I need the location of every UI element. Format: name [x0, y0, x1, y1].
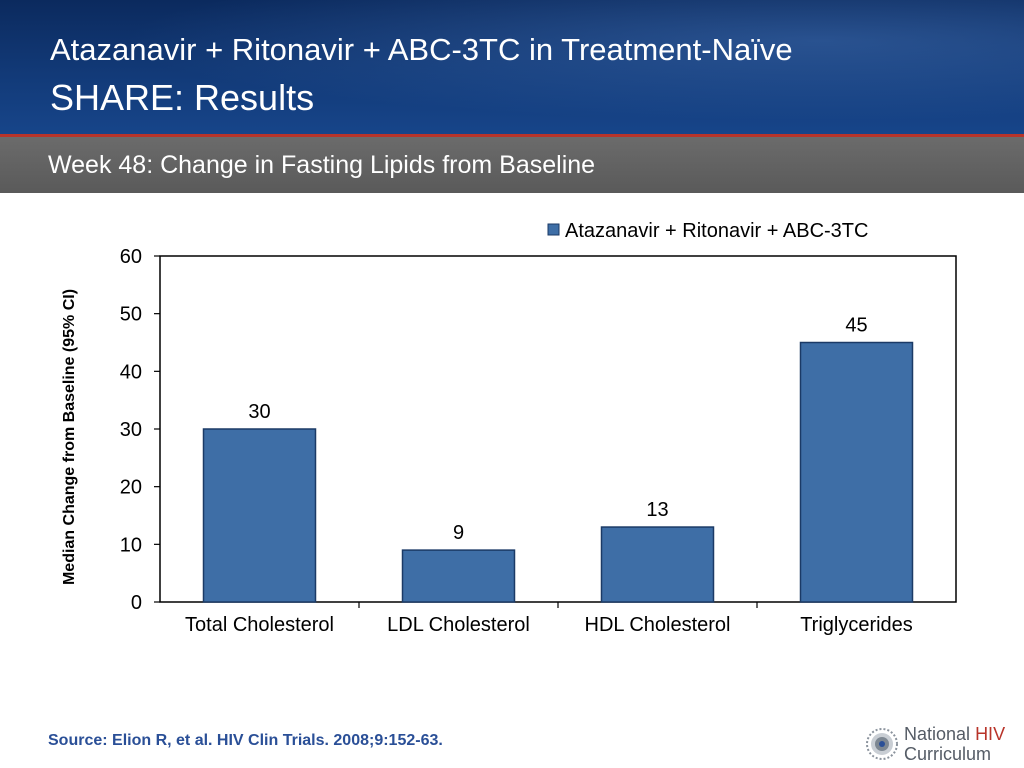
data-label: 9 [453, 522, 464, 544]
data-label: 45 [845, 315, 867, 337]
y-tick-label: 10 [120, 534, 142, 556]
bar-chart: 0 10 20 30 40 50 60 Median Change from Baseline… [61, 220, 957, 636]
starburst-icon [866, 728, 898, 760]
bar [799, 341, 914, 603]
header-divider [0, 134, 1024, 137]
national-hiv-curriculum-logo: National HIV Curriculum [864, 722, 1024, 766]
x-tick-label: LDL Cholesterol [387, 614, 530, 636]
data-label: 30 [248, 401, 270, 423]
slide-subtitle: Week 48: Change in Fasting Lipids from B… [48, 151, 596, 179]
logo-word-curriculum: Curriculum [904, 744, 992, 764]
y-tick-label: 20 [120, 477, 142, 499]
source-citation: Source: Elion R, et al. HIV Clin Trials.… [48, 732, 443, 749]
slide-title: Atazanavir + Ritonavir + ABC-3TC in Trea… [50, 32, 793, 67]
y-tick-label: 30 [120, 419, 142, 441]
x-tick-label: HDL Cholesterol [585, 614, 731, 636]
bar [401, 549, 516, 603]
logo-word-national: National [904, 724, 971, 744]
bar [202, 428, 317, 603]
y-tick-label: 40 [120, 361, 142, 383]
data-label: 13 [646, 499, 668, 521]
y-tick-label: 60 [120, 246, 142, 268]
legend-label: Atazanavir + Ritonavir + ABC-3TC [565, 220, 868, 242]
slide-header: Atazanavir + Ritonavir + ABC-3TC in Trea… [0, 0, 1024, 136]
slide-title-secondary: SHARE: Results [50, 77, 315, 118]
logo-word-hiv: HIV [975, 724, 1006, 744]
bar [600, 526, 715, 603]
y-tick-label: 0 [131, 592, 142, 614]
y-axis-label: Median Change from Baseline (95% CI) [61, 289, 78, 585]
legend-swatch [547, 223, 560, 236]
x-tick-label: Triglycerides [800, 614, 913, 636]
y-tick-label: 50 [120, 304, 142, 326]
x-tick-label: Total Cholesterol [185, 614, 334, 636]
slide-subheader: Week 48: Change in Fasting Lipids from B… [0, 137, 1024, 193]
logo-wordmark: National HIV Curriculum [904, 724, 1005, 764]
